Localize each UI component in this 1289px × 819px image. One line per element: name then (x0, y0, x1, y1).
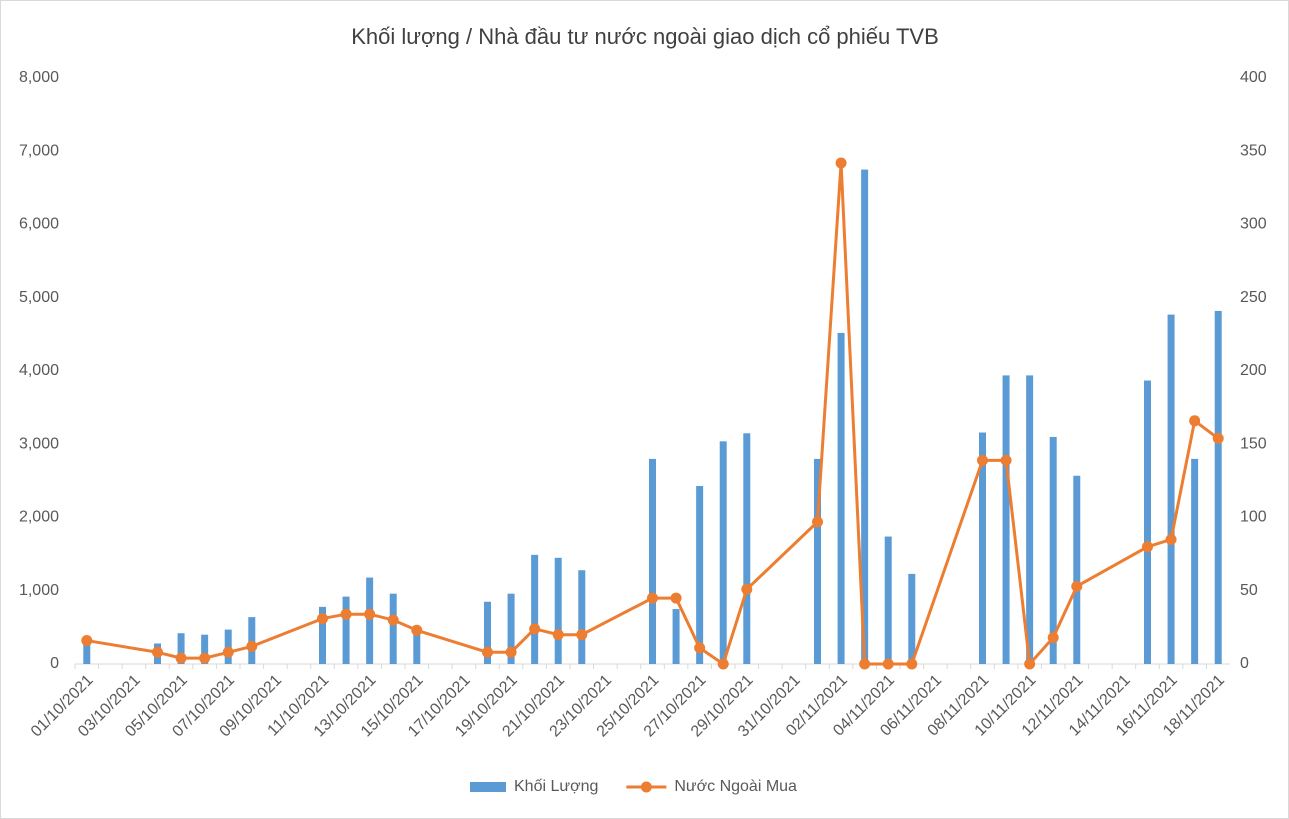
bar (554, 557, 562, 664)
bar (719, 441, 727, 664)
y2-tick-label: 150 (1240, 435, 1267, 452)
bar (672, 609, 680, 664)
line-marker (647, 592, 658, 604)
y2-tick-label: 350 (1240, 142, 1267, 159)
y2-tick-label: 0 (1240, 655, 1249, 672)
line-marker (505, 646, 517, 658)
line-marker (1024, 658, 1036, 670)
line-marker (152, 646, 163, 658)
bar (578, 570, 586, 664)
bar (837, 332, 845, 664)
line-marker (835, 157, 847, 169)
line-marker (576, 629, 588, 641)
bar (743, 433, 751, 664)
legend-swatch-marker (640, 781, 652, 793)
bar (696, 486, 704, 664)
y2-tick-label: 50 (1240, 582, 1258, 599)
line-marker (387, 614, 399, 626)
line-marker (741, 583, 753, 595)
line-marker (222, 646, 234, 658)
bar (884, 536, 892, 664)
legend-label: Khối Lượng (514, 778, 598, 795)
y-tick-label: 4,000 (19, 362, 59, 379)
bar (1191, 458, 1199, 664)
line-marker (1189, 415, 1201, 427)
y-tick-label: 7,000 (19, 142, 59, 159)
y2-tick-label: 100 (1240, 509, 1267, 526)
bar (248, 617, 256, 664)
bar (908, 573, 916, 664)
line-marker (411, 624, 423, 636)
bar (83, 639, 91, 664)
line-marker (812, 516, 823, 528)
bar (1144, 380, 1151, 664)
bar (814, 458, 821, 664)
bar (1002, 375, 1010, 664)
bar (1167, 314, 1175, 664)
chart-title: Khối lượng / Nhà đầu tư nước ngoài giao … (351, 24, 939, 49)
bar (484, 601, 491, 664)
bar (177, 633, 185, 664)
y-tick-label: 1,000 (19, 582, 59, 599)
line-marker (1142, 541, 1153, 553)
y2-tick-label: 200 (1240, 362, 1267, 379)
bar (507, 593, 515, 664)
line-marker (1047, 632, 1059, 644)
line-marker (859, 658, 871, 670)
bar (1026, 375, 1034, 664)
line-marker (1000, 454, 1012, 466)
line-marker (694, 642, 706, 654)
line-marker (199, 652, 211, 664)
bar (389, 593, 397, 664)
bar (342, 596, 350, 664)
bar (861, 169, 869, 664)
bar (366, 577, 374, 664)
line-marker (175, 652, 187, 664)
bar (201, 634, 209, 664)
line-marker (81, 635, 93, 647)
y-tick-label: 8,000 (19, 69, 59, 86)
y-tick-label: 0 (50, 655, 59, 672)
line-marker (1071, 580, 1083, 592)
bar (1214, 310, 1222, 664)
legend-label: Nước Ngoài Mua (674, 778, 797, 795)
line-marker (340, 608, 352, 620)
line-marker (317, 613, 328, 625)
legend-swatch (470, 782, 506, 792)
bar (531, 554, 539, 664)
line-marker (364, 608, 376, 620)
line-marker (552, 629, 564, 641)
bar (1073, 475, 1081, 664)
bar (413, 627, 421, 664)
line-marker (882, 658, 894, 670)
y2-tick-label: 300 (1240, 216, 1267, 233)
bar (319, 606, 326, 664)
line-marker (1165, 533, 1177, 545)
line-marker (670, 592, 682, 604)
line-marker (906, 658, 918, 670)
y-tick-label: 6,000 (19, 216, 59, 233)
y-tick-label: 5,000 (19, 289, 59, 306)
bar (649, 458, 656, 664)
y-tick-label: 3,000 (19, 435, 59, 452)
line-marker (1212, 432, 1224, 444)
y2-tick-label: 400 (1240, 69, 1267, 86)
y-tick-label: 2,000 (19, 509, 59, 526)
line-marker (717, 658, 729, 670)
line-marker (529, 623, 541, 635)
bar (1049, 436, 1057, 664)
bar (979, 432, 986, 664)
line-marker (246, 640, 258, 652)
line-marker (977, 454, 988, 466)
y2-tick-label: 250 (1240, 289, 1267, 306)
line-marker (482, 646, 493, 658)
